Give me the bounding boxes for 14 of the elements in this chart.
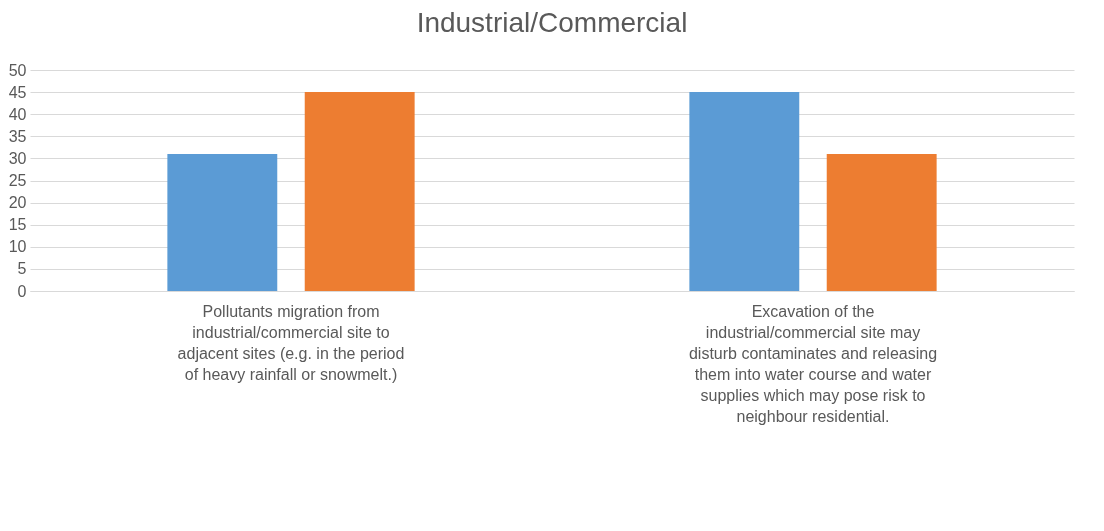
y-tick-label: 30 [8, 149, 27, 167]
chart-title: Industrial/Commercial [416, 7, 688, 38]
y-tick-label: 45 [8, 83, 27, 101]
y-tick-label: 5 [17, 260, 27, 278]
y-tick-label: 0 [17, 282, 27, 300]
x-tick-label: Excavation of the industrial/commercial site may disturb contaminates and releasing them into water course and water supplies which may pose risk to neighbour residential. [688, 302, 938, 425]
y-tick-label: 25 [8, 172, 27, 189]
y-tick-label: 35 [8, 127, 27, 145]
x-tick-label: Pollutants migration from industrial/commercial site to adjacent sites (e.g. in the period of heavy rainfall or snowmelt.) [177, 302, 405, 383]
y-tick-label: 40 [8, 105, 27, 123]
y-tick-label: 15 [8, 216, 27, 234]
y-tick-label: 50 [8, 61, 27, 79]
y-tick-label: 20 [8, 194, 27, 212]
y-tick-label: 10 [8, 238, 27, 256]
